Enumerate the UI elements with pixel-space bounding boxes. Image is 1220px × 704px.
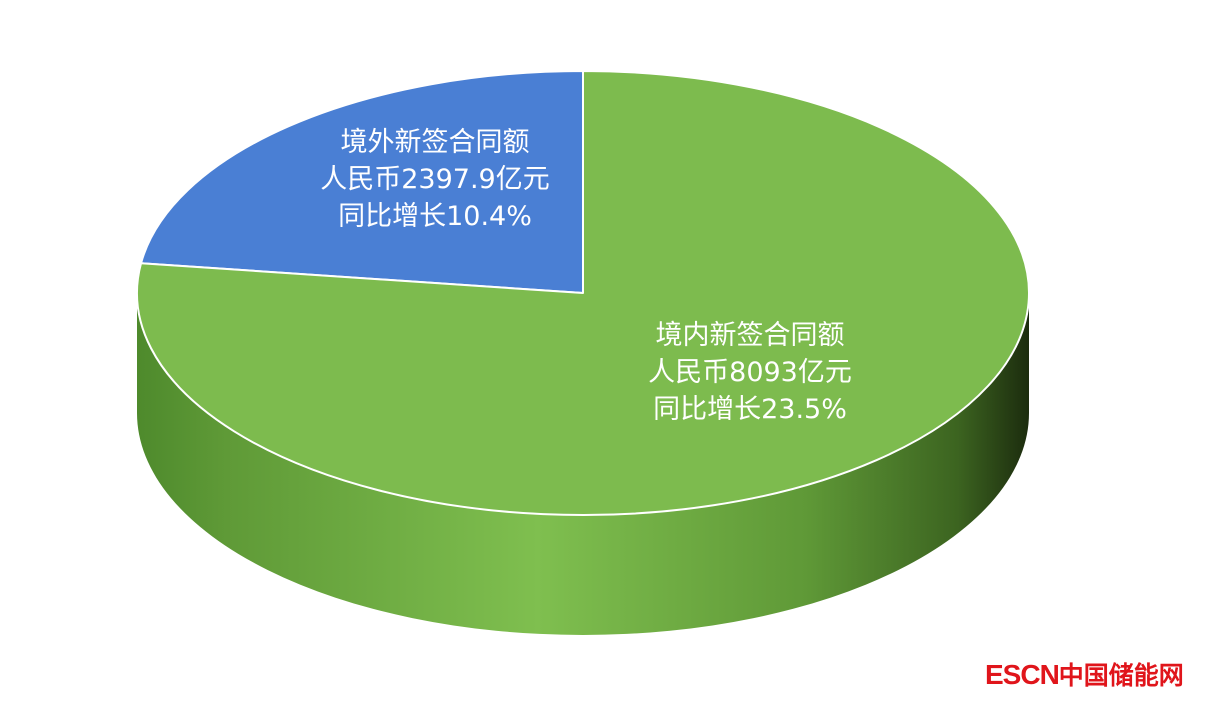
slice-label-domestic: 境内新签合同额 人民币8093亿元 同比增长23.5% [605,317,895,428]
label-line: 人民币2397.9亿元 [320,164,550,195]
slice-label-overseas: 境外新签合同额 人民币2397.9亿元 同比增长10.4% [290,124,580,235]
pie-slice-1 [136,70,1030,516]
logo-cn: 中国储能网 [1058,662,1184,690]
pie-side [137,293,1029,635]
escn-logo: ESCN中国储能网 [985,656,1184,692]
label-line: 同比增长23.5% [653,394,847,425]
label-line: 境外新签合同额 [340,127,530,158]
label-line: 境内新签合同额 [655,320,845,351]
logo-latin: ESCN [985,659,1060,690]
pie-slice-0 [140,70,584,294]
label-line: 人民币8093亿元 [648,357,852,388]
label-line: 同比增长10.4% [338,201,532,232]
